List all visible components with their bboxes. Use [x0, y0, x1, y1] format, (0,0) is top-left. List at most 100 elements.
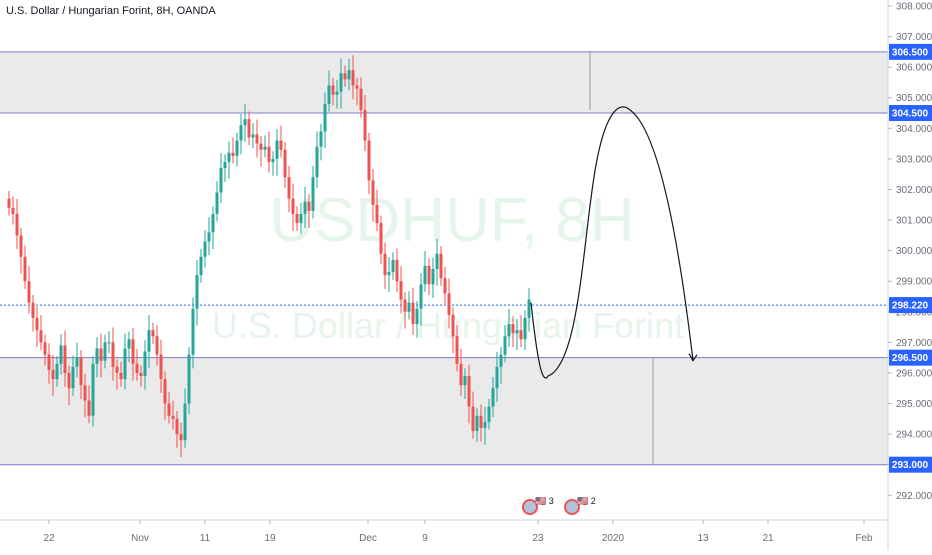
event-marker[interactable]: 🇺🇸 3 — [522, 496, 554, 515]
candle-body — [215, 192, 219, 214]
price-tick-label: 295.000 — [896, 399, 932, 410]
candle-body — [403, 299, 407, 312]
event-marker-text: 🇺🇸 3 — [535, 496, 554, 506]
candle-body — [183, 403, 187, 441]
candle-body — [19, 235, 23, 257]
price-tick-label: 307.000 — [896, 32, 932, 43]
flag-icon[interactable] — [564, 499, 580, 515]
levels-layer — [0, 51, 888, 466]
candle-body — [35, 317, 39, 331]
candle-body — [375, 204, 379, 224]
candle-body — [383, 253, 387, 276]
candle-body — [71, 366, 75, 389]
candle-body — [495, 366, 499, 389]
time-tick-label: 13 — [697, 533, 709, 544]
candle-body — [427, 265, 431, 285]
price-tick-label: 306.000 — [896, 63, 932, 74]
candle-body — [55, 363, 59, 380]
candle-body — [235, 140, 239, 156]
candle-body — [387, 272, 391, 276]
candle-body — [323, 103, 327, 132]
price-tick-label: 305.000 — [896, 93, 932, 104]
event-marker[interactable]: 🇺🇸 2 — [564, 496, 596, 515]
watermark-layer: USDHUF, 8H U.S. Dollar / Hungarian Forin… — [212, 186, 684, 346]
candle-body — [195, 275, 199, 309]
candle-body — [207, 232, 211, 242]
candle-body — [303, 201, 307, 214]
level-price-label-bg — [889, 456, 932, 473]
candle-body — [363, 109, 367, 141]
candle-body — [395, 259, 399, 282]
candle-body — [191, 308, 195, 355]
candle-body — [227, 152, 231, 162]
time-tick-label: 21 — [762, 533, 774, 544]
candle-body — [211, 213, 215, 233]
candle-body — [295, 213, 299, 224]
price-labels-layer: 306.500 304.500 296.500 293.000 298.220 — [889, 43, 932, 473]
candle-body — [511, 324, 515, 334]
candle-body — [291, 198, 295, 214]
candle-body — [51, 369, 55, 380]
watermark-symbol-text: USDHUF, 8H — [269, 186, 634, 255]
price-tick-label: 296.000 — [896, 368, 932, 379]
candle-body — [307, 201, 311, 211]
candle-body — [443, 278, 447, 294]
projection-layer — [530, 106, 698, 379]
price-tick-label: 297.000 — [896, 338, 932, 349]
candle-body — [479, 415, 483, 429]
zone-resistance — [0, 51, 888, 114]
candle-body — [423, 265, 427, 285]
candle-body — [319, 131, 323, 147]
candle-body — [499, 354, 503, 367]
candle-body — [311, 177, 315, 211]
level-price-label-bg — [889, 105, 932, 122]
price-tick-label: 299.000 — [896, 277, 932, 288]
candle-body — [67, 372, 71, 389]
candle-body — [439, 253, 443, 279]
candle-body — [503, 336, 507, 355]
candle-body — [459, 363, 463, 386]
price-tick-label: 301.000 — [896, 216, 932, 227]
candle-body — [171, 415, 175, 419]
candle-body — [351, 70, 355, 86]
candles-layer — [7, 55, 531, 458]
candle-body — [203, 241, 207, 257]
chart-title: U.S. Dollar / Hungarian Forint, 8H, OAND… — [6, 5, 216, 17]
candle-body — [11, 207, 15, 214]
level-price-label: 296.500 — [892, 353, 929, 364]
candle-body — [87, 400, 91, 416]
time-tick-label: Nov — [131, 533, 149, 544]
candle-body — [411, 302, 415, 325]
candle-body — [219, 168, 223, 193]
current-price-label: 298.220 — [892, 301, 929, 312]
current-price-label-bg — [889, 297, 932, 314]
zones-layer — [0, 51, 888, 465]
candle-body — [39, 330, 43, 343]
candle-body — [111, 342, 115, 367]
flag-icon[interactable] — [522, 499, 538, 515]
candle-body — [143, 351, 147, 377]
time-axis[interactable]: 22 Nov 11 19 Dec 9 23 2020 13 21 Feb — [0, 519, 888, 544]
candle-body — [435, 253, 439, 269]
candle-body — [343, 73, 347, 80]
level-price-label: 293.000 — [892, 460, 929, 471]
candle-body — [487, 406, 491, 422]
candle-body — [283, 149, 287, 178]
time-tick-label: 9 — [422, 533, 428, 544]
time-tick-label: 22 — [43, 533, 55, 544]
candle-body — [127, 339, 131, 349]
candle-body — [467, 376, 471, 407]
candle-body — [47, 354, 51, 370]
candle-body — [75, 357, 79, 367]
candle-body — [475, 415, 479, 432]
candle-body — [247, 119, 251, 138]
candle-body — [315, 146, 319, 178]
candle-body — [163, 379, 167, 404]
candle-body — [347, 70, 351, 80]
time-tick-label: 19 — [264, 533, 276, 544]
level-price-label: 304.500 — [892, 109, 929, 120]
candle-body — [59, 345, 63, 364]
candle-body — [359, 88, 363, 110]
